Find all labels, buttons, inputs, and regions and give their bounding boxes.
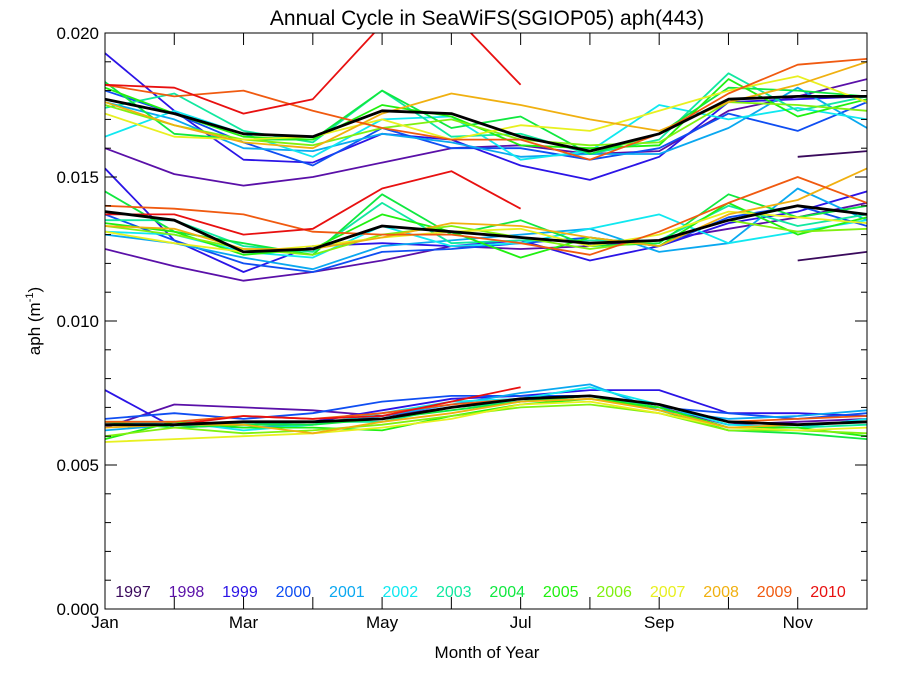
series-line-2010-top: [105, 33, 522, 115]
legend-label-2000: 2000: [276, 584, 312, 601]
mean-layer: [105, 95, 867, 427]
y-tick-label: 0.000: [56, 600, 99, 619]
x-tick-label: May: [366, 613, 399, 632]
series-line-2001-top: [105, 86, 867, 158]
x-tick-label: Mar: [229, 613, 259, 632]
series-line-1998-top: [105, 78, 867, 187]
legend-label-2001: 2001: [329, 584, 365, 601]
legend-label-2009: 2009: [757, 584, 793, 601]
legend-label-1998: 1998: [169, 584, 205, 601]
mean-line-mid: [105, 204, 867, 254]
mean-line-low: [105, 394, 867, 427]
legend-label-1997: 1997: [115, 584, 151, 601]
x-axis-label: Month of Year: [435, 643, 540, 662]
series-line-2003-top: [105, 72, 867, 155]
y-axis-label-tail: ): [25, 287, 44, 293]
legend-label-1999: 1999: [222, 584, 258, 601]
legend-label-2002: 2002: [383, 584, 419, 601]
series-line-1997-mid: [797, 251, 867, 262]
y-axis-label-superscript: -1: [24, 292, 36, 302]
series-line-2010-mid: [105, 170, 522, 236]
x-tick-label: Nov: [783, 613, 814, 632]
series-line-1997-top: [797, 150, 867, 158]
y-tick-label: 0.005: [56, 456, 99, 475]
y-tick-label: 0.010: [56, 312, 99, 331]
x-tick-label: Sep: [644, 613, 674, 632]
chart-title: Annual Cycle in SeaWiFS(SGIOP05) aph(443…: [270, 7, 704, 30]
series-line-2002-low: [105, 386, 867, 432]
legend-label-2010: 2010: [810, 584, 846, 601]
y-tick-label: 0.015: [56, 168, 99, 187]
legend-label-2003: 2003: [436, 584, 472, 601]
legend-layer: 1997 1998 1999 2000 2001 2002 2003 2004 2005 2006…: [115, 584, 846, 601]
series-line-2000-mid: [105, 204, 867, 273]
series-line-2005-top: [105, 78, 867, 150]
mean-line-top: [105, 95, 867, 153]
series-line-1998-mid: [105, 202, 867, 282]
y-axis-label: aph (m-1): [24, 287, 44, 355]
series-line-1999-top: [105, 52, 867, 181]
axis-layer: Jan Mar May Jul Sep Nov 0.000 0.005 0.010 0.015 0.…: [56, 24, 868, 632]
series-line-1999-mid: [105, 167, 867, 273]
series-line-2007-low: [105, 400, 867, 443]
series-line-2001-mid: [105, 187, 867, 271]
x-tick-label: Jul: [510, 613, 532, 632]
legend-label-2008: 2008: [703, 584, 739, 601]
series-line-2009-top: [105, 58, 867, 161]
legend-label-2005: 2005: [543, 584, 579, 601]
legend-label-2006: 2006: [596, 584, 632, 601]
series-line-2009-mid: [105, 176, 867, 256]
legend-label-2007: 2007: [650, 584, 686, 601]
legend-label-2004: 2004: [489, 584, 525, 601]
y-axis-label-main: aph (m: [25, 302, 44, 355]
y-tick-label: 0.020: [56, 24, 99, 43]
x-tick-label: Jan: [91, 613, 118, 632]
series-line-2006-top: [105, 101, 867, 147]
series-line-2008-low: [105, 397, 867, 435]
